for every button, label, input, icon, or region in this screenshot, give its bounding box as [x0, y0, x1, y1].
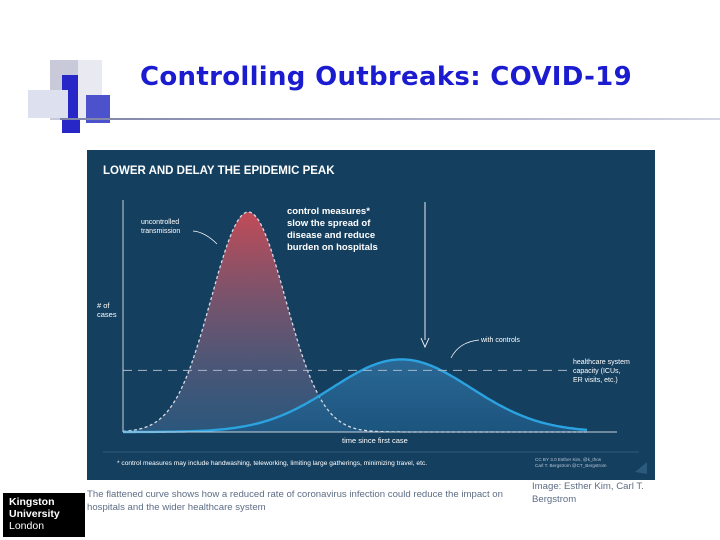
corner-decoration-light	[28, 90, 68, 118]
annotation-uncontrolled: uncontrolled transmission	[141, 219, 180, 235]
title-divider	[60, 118, 720, 120]
annotation-with-controls: with controls	[480, 337, 520, 344]
chart-title: LOWER AND DELAY THE EPIDEMIC PEAK	[103, 165, 335, 177]
chart-image: LOWER AND DELAY THE EPIDEMIC PEAK # of ca…	[87, 150, 655, 530]
y-axis-label: # of cases	[97, 301, 117, 319]
logo-line-3: London	[9, 520, 45, 532]
annotation-uncontrolled-pointer	[192, 230, 218, 245]
slide-title: Controlling Outbreaks: COVID-19	[140, 62, 632, 92]
chart-caption: The flattened curve shows how a reduced …	[87, 489, 503, 513]
kingston-university-logo: Kingston University London	[3, 493, 85, 537]
footnote: * control measures may include handwashi…	[117, 460, 427, 467]
annotation-control-measures: control measures* slow the spread of disea…	[287, 206, 378, 253]
image-credit: Image: Esther Kim, Carl T. Bergstrom	[532, 481, 644, 505]
logo-line-2: University	[9, 508, 60, 520]
uncontrolled-curve-area	[123, 212, 587, 432]
annotation-with-controls-pointer	[450, 339, 480, 359]
logo-line-1: Kingston	[9, 496, 55, 508]
controlled-curve-area	[123, 359, 587, 432]
epidemic-chart: LOWER AND DELAY THE EPIDEMIC PEAK # of ca…	[87, 150, 655, 480]
threshold-label: healthcare system capacity (ICUs, ER visit…	[573, 359, 630, 384]
chart-corner-mark	[635, 462, 647, 474]
license-note: CC BY 3.0 Esther Kim, @k_thos Carl T. Ber…	[535, 457, 607, 468]
controlled-curve-line	[123, 358, 588, 434]
annotation-arrow-head	[420, 337, 430, 349]
x-axis-label: time since first case	[342, 436, 408, 445]
